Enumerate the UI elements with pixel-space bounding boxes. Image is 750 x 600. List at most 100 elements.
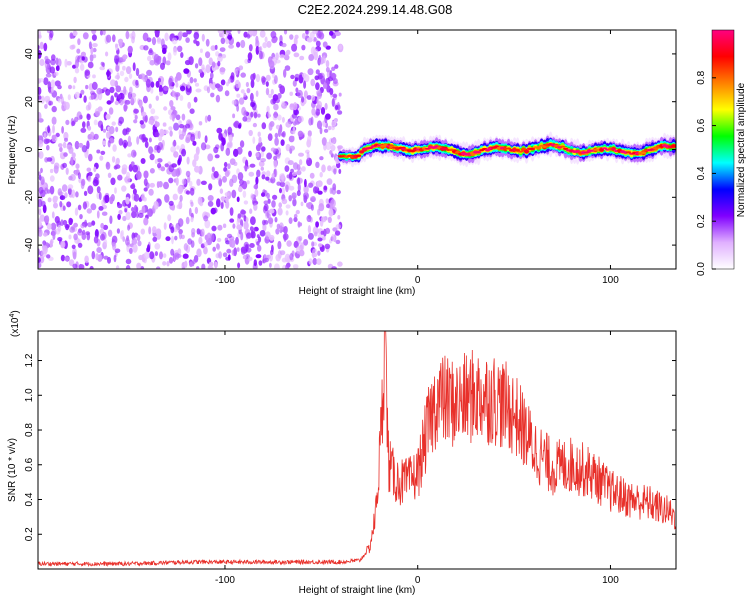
noise-speckle	[163, 181, 169, 190]
noise-speckle	[179, 194, 183, 202]
noise-speckle	[38, 208, 42, 216]
noise-speckle	[149, 153, 155, 161]
noise-speckle	[240, 246, 246, 253]
noise-speckle	[67, 184, 74, 190]
noise-speckle	[274, 168, 278, 178]
noise-speckle	[330, 198, 336, 208]
noise-speckle	[55, 228, 61, 235]
signal-band-cell	[560, 145, 566, 148]
noise-speckle	[38, 78, 44, 83]
noise-speckle	[86, 140, 90, 150]
colorbar-tick-label: 0.6	[696, 118, 707, 132]
noise-speckle	[243, 110, 248, 118]
noise-speckle	[185, 170, 191, 178]
noise-speckle	[168, 177, 174, 184]
noise-speckle	[132, 62, 136, 72]
noise-speckle	[242, 190, 247, 198]
noise-speckle	[154, 251, 158, 257]
noise-speckle	[288, 217, 293, 225]
noise-speckle	[77, 38, 81, 46]
noise-speckle	[256, 241, 260, 246]
noise-speckle	[263, 203, 269, 212]
noise-speckle	[118, 138, 124, 146]
colorbar-label: Normalized spectral amplitude	[736, 82, 747, 217]
noise-speckle	[146, 37, 152, 43]
noise-speckle	[317, 101, 323, 109]
noise-speckle	[187, 81, 191, 89]
noise-speckle	[279, 222, 284, 231]
noise-speckle	[233, 161, 238, 166]
noise-speckle	[85, 231, 91, 236]
noise-speckle	[248, 129, 253, 137]
noise-speckle	[285, 49, 291, 56]
noise-speckle	[293, 217, 298, 223]
noise-speckle	[236, 104, 240, 112]
noise-speckle	[255, 152, 260, 158]
y-tick-label: 1.2	[24, 353, 35, 367]
signal-band-cell	[626, 151, 632, 154]
noise-speckle	[135, 170, 142, 180]
noise-speckle	[274, 263, 280, 269]
noise-speckle	[194, 63, 199, 69]
noise-speckle	[205, 38, 210, 47]
noise-speckle	[109, 86, 115, 94]
noise-speckle	[138, 100, 143, 109]
noise-speckle	[87, 185, 94, 195]
noise-speckle	[79, 264, 85, 269]
noise-speckle	[274, 216, 278, 223]
noise-speckle	[252, 136, 256, 144]
noise-speckle	[153, 115, 159, 120]
noise-speckle	[148, 146, 154, 155]
noise-speckle	[91, 250, 96, 260]
noise-speckle	[201, 64, 205, 71]
noise-speckle	[198, 121, 203, 126]
noise-speckle	[279, 35, 283, 43]
noise-speckle	[83, 190, 88, 196]
noise-speckle	[166, 260, 170, 267]
noise-speckle	[124, 99, 131, 105]
noise-speckle	[99, 155, 104, 161]
noise-speckle	[174, 235, 178, 241]
noise-speckle	[181, 32, 188, 38]
noise-speckle	[73, 233, 78, 241]
noise-speckle	[197, 130, 201, 140]
noise-speckle	[127, 135, 131, 144]
noise-speckle	[259, 230, 266, 237]
noise-speckle	[255, 35, 259, 44]
noise-speckle	[310, 204, 314, 211]
noise-speckle	[329, 30, 334, 36]
colorbar-ticks: 0.0 0.2 0.4 0.6 0.8	[696, 70, 716, 276]
noise-speckle	[192, 259, 196, 265]
noise-speckle	[86, 113, 91, 121]
noise-speckle	[136, 234, 141, 242]
noise-speckle	[48, 100, 54, 106]
noise-speckle	[253, 184, 259, 190]
noise-speckle	[274, 75, 278, 84]
noise-speckle	[215, 51, 220, 57]
noise-speckle	[177, 185, 183, 195]
noise-speckle	[248, 30, 253, 35]
noise-speckle	[312, 186, 318, 194]
y-tick-label: -40	[24, 237, 35, 252]
noise-speckle	[222, 252, 228, 258]
noise-speckle	[334, 64, 339, 69]
noise-speckle	[221, 54, 227, 59]
noise-speckle	[303, 90, 308, 99]
noise-speckle	[63, 152, 68, 157]
noise-speckle	[297, 183, 301, 193]
noise-speckle	[74, 59, 79, 69]
noise-speckle	[196, 178, 201, 186]
noise-speckle	[243, 221, 249, 230]
noise-speckle	[181, 113, 186, 121]
noise-speckle	[81, 232, 87, 240]
noise-speckle	[337, 261, 343, 267]
noise-speckle	[150, 87, 154, 94]
snr-y-scale-factor: (x104)	[9, 310, 21, 337]
noise-speckle	[148, 119, 155, 125]
noise-speckle	[171, 114, 175, 122]
noise-speckle	[250, 92, 254, 102]
noise-speckle	[42, 204, 47, 214]
noise-speckle	[211, 61, 216, 68]
noise-speckle	[265, 81, 269, 87]
noise-speckle	[170, 146, 177, 153]
